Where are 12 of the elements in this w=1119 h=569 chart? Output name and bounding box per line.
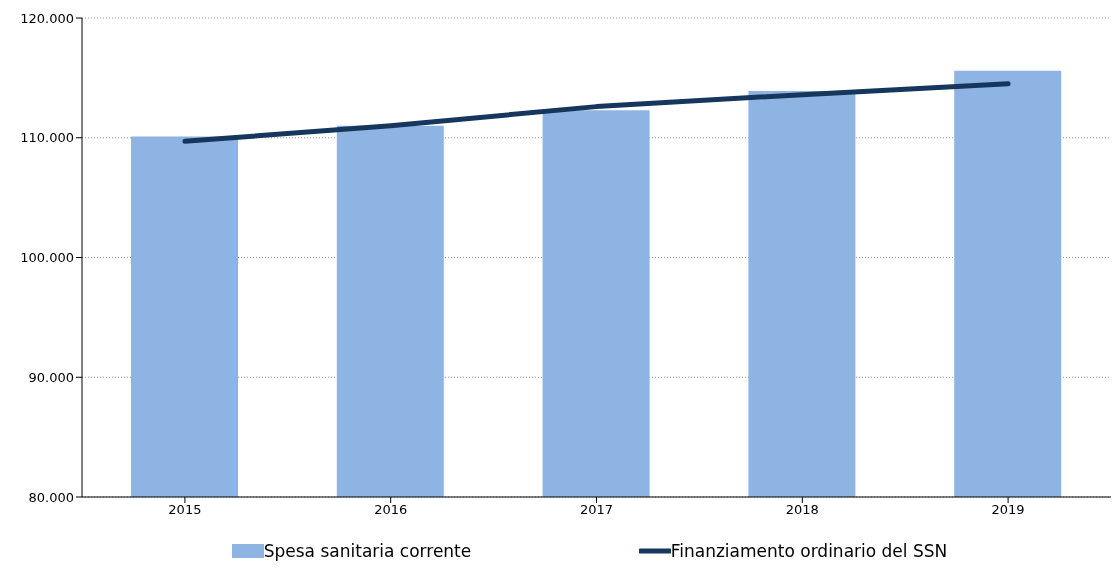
legend-label: Finanziamento ordinario del SSN xyxy=(670,541,948,561)
y-tick-label: 90.000 xyxy=(28,369,74,385)
y-tick-label: 100.000 xyxy=(20,250,74,266)
legend-label: Spesa sanitaria corrente xyxy=(263,541,472,561)
x-tick-label: 2018 xyxy=(785,502,819,518)
y-tick-label: 120.000 xyxy=(20,10,74,26)
x-tick-label: 2017 xyxy=(579,502,614,518)
x-tick-label: 2015 xyxy=(168,502,202,518)
y-tick-label: 80.000 xyxy=(28,489,74,505)
x-tick-label: 2019 xyxy=(991,502,1025,518)
x-tick-label: 2016 xyxy=(374,502,408,518)
y-tick-label: 110.000 xyxy=(20,130,74,146)
